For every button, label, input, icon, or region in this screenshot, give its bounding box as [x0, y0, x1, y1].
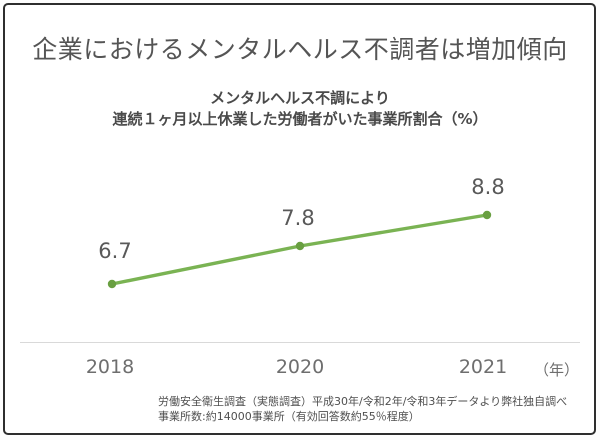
chart-subtitle: メンタルヘルス不調により 連続１ヶ月以上休業した労働者がいた事業所割合（%） [0, 88, 600, 130]
source-footnote-line1: 労働安全衛生調査（実態調査）平成30年/令和2年/令和3年データより弊社独自調べ [158, 395, 568, 408]
data-label-2018: 6.7 [98, 239, 132, 263]
data-point-2020 [295, 241, 305, 251]
x-tick-2018: 2018 [85, 356, 135, 378]
data-label-2021: 8.8 [471, 175, 505, 199]
data-point-2018 [107, 279, 117, 289]
card-border-frame [3, 3, 596, 435]
source-footnote-line2: 事業所数:約14000事業所（有効回答数約55％程度） [158, 410, 420, 423]
page-title: 企業におけるメンタルヘルス不調者は増加傾向 [32, 35, 568, 64]
x-tick-2020: 2020 [275, 356, 325, 378]
data-point-2021 [482, 210, 492, 220]
x-axis-line [20, 342, 580, 343]
x-axis-unit-label: （年） [534, 361, 580, 379]
x-tick-2021: 2021 [458, 356, 508, 378]
data-label-2020: 7.8 [281, 206, 315, 230]
chart-subtitle-line1: メンタルヘルス不調により [210, 89, 390, 107]
chart-subtitle-line2: 連続１ヶ月以上休業した労働者がいた事業所割合（%） [112, 110, 488, 128]
source-footnote: 労働安全衛生調査（実態調査）平成30年/令和2年/令和3年データより弊社独自調べ… [158, 394, 578, 424]
